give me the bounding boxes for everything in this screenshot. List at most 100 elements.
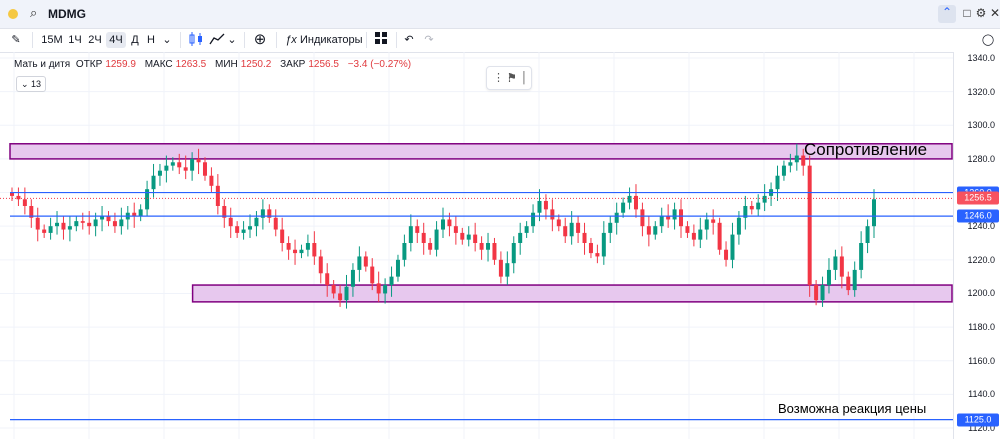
candle-body-57 [376, 283, 381, 294]
candle-body-133 [865, 226, 870, 243]
close-icon[interactable]: ✕ [989, 6, 1000, 20]
drag-handle-icon[interactable]: ⋮⋮ [493, 72, 515, 84]
candle-body-129 [839, 256, 844, 277]
candle-body-119 [775, 175, 780, 190]
interval-1h[interactable]: 1Ч [68, 34, 82, 46]
candle-body-128 [833, 256, 838, 270]
maximize-icon[interactable]: □ [963, 6, 971, 20]
candle-body-55 [363, 256, 368, 267]
candle-body-79 [518, 232, 523, 243]
high-label: МАКС [144, 59, 173, 70]
floating-drawing-toolbar[interactable]: ⋮⋮ ⚑ │ [486, 66, 532, 90]
symbol-name[interactable]: MDMG [48, 7, 86, 21]
candle-body-98 [640, 209, 645, 227]
indicators-button[interactable]: Индикаторы [300, 34, 363, 46]
candle-body-130 [846, 276, 851, 291]
candle-body-109 [711, 219, 716, 223]
candle-body-108 [704, 219, 709, 230]
candle-body-76 [498, 259, 503, 277]
indicators-collapse-toggle[interactable]: ⌄ 13 [16, 76, 46, 92]
candle-body-83 [543, 200, 548, 210]
intervals-chevron-down-icon[interactable]: ⌄ [162, 34, 172, 46]
chart-type-chevron-down-icon[interactable]: ⌄ [227, 34, 237, 46]
line-chart-icon[interactable] [208, 32, 226, 48]
candle-body-53 [350, 269, 355, 287]
candle-body-88 [576, 222, 581, 233]
candle-body-37 [248, 226, 253, 230]
price-tick-label: 1160.0 [968, 355, 995, 366]
layout-icon[interactable] [374, 32, 388, 48]
candle-body-66 [434, 229, 439, 250]
candle-body-26 [177, 162, 182, 168]
candle-body-80 [524, 226, 529, 233]
chart-toolbar: ✎ 15М 1Ч 2Ч 4Ч Д Н ⌄ ⌄ ⊕ ƒx Индикаторы ↶… [0, 28, 1000, 53]
candle-body-132 [859, 243, 864, 270]
open-value: 1259.9 [105, 59, 136, 70]
price-chart[interactable] [0, 52, 953, 439]
redo-icon[interactable]: ↷ [424, 34, 434, 46]
candle-body-63 [415, 226, 420, 233]
candle-body-110 [717, 222, 722, 250]
candle-body-74 [486, 243, 491, 250]
annotation-reaction: Возможна реакция цены [778, 401, 927, 416]
candle-body-123 [801, 155, 806, 166]
candle-body-2 [22, 199, 27, 206]
interval-d[interactable]: Д [131, 34, 139, 46]
undo-icon[interactable]: ↶ [404, 34, 414, 46]
candle-body-65 [428, 243, 433, 250]
candle-body-44 [293, 249, 298, 254]
candle-body-46 [305, 243, 310, 250]
candle-body-7 [55, 222, 60, 227]
interval-4h[interactable]: 4Ч [106, 32, 126, 48]
candle-body-102 [666, 216, 671, 220]
candle-body-45 [299, 249, 304, 254]
collapse-icon[interactable]: ⌃ [938, 5, 956, 23]
candle-body-30 [202, 162, 207, 176]
candle-body-120 [781, 165, 786, 176]
candle-body-19 [132, 212, 137, 217]
candle-body-16 [112, 221, 117, 227]
candle-body-71 [466, 234, 471, 240]
candle-body-96 [627, 195, 632, 203]
search-icon[interactable]: ⌕ [30, 5, 38, 20]
candles-icon[interactable] [186, 32, 206, 48]
candle-body-51 [338, 293, 343, 301]
candle-body-49 [325, 273, 330, 286]
candle-body-113 [736, 217, 741, 235]
candle-body-23 [157, 170, 162, 176]
add-icon[interactable]: ⊕ [253, 31, 267, 48]
interval-2h[interactable]: 2Ч [88, 34, 102, 46]
change-value: −3.4 (−0.27%) [347, 59, 412, 70]
candle-body-70 [460, 232, 465, 240]
settings-icon[interactable]: ⚙ [975, 6, 987, 20]
candle-body-40 [267, 209, 272, 218]
pen-icon[interactable]: │ [521, 72, 528, 84]
candle-body-32 [215, 185, 220, 206]
price-axis[interactable]: 1120.0 1140.0 1160.0 1180.0 1200.0 1220.0 1240… [953, 52, 1000, 439]
camera-icon[interactable]: ◯ [981, 34, 995, 46]
last-price-badge: 1256.5 [957, 191, 999, 205]
candle-body-13 [93, 219, 98, 227]
candle-body-115 [749, 206, 754, 210]
candle-body-42 [280, 229, 285, 243]
candle-body-62 [408, 226, 413, 243]
candle-body-87 [569, 222, 574, 237]
candle-body-9 [67, 226, 72, 230]
zone-support [191, 284, 953, 303]
candle-body-82 [537, 200, 542, 213]
candle-body-0 [10, 192, 14, 196]
candle-body-31 [209, 175, 214, 186]
candle-body-17 [119, 219, 124, 227]
candle-body-86 [563, 226, 568, 237]
interval-w[interactable]: Н [147, 34, 155, 46]
candle-body-69 [453, 226, 458, 233]
flag-icon[interactable]: ⚑ [507, 72, 517, 84]
candle-body-117 [762, 195, 767, 203]
price-tick-label: 1320.0 [967, 86, 995, 97]
pencil-icon[interactable]: ✎ [11, 34, 21, 46]
candle-body-27 [183, 167, 188, 171]
price-tick-label: 1300.0 [967, 120, 995, 131]
indicators-icon[interactable]: ƒx [285, 34, 297, 46]
interval-15m[interactable]: 15М [41, 34, 63, 46]
price-tick-label: 1340.0 [967, 53, 995, 63]
